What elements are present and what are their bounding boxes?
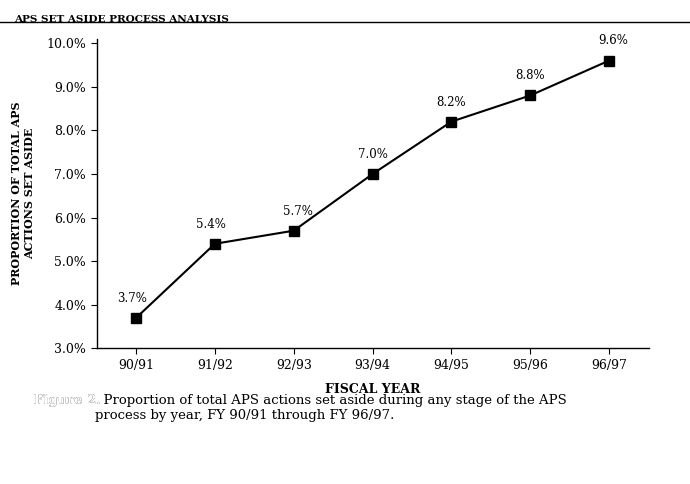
Text: Figure 2.: Figure 2.: [34, 394, 101, 408]
Text: Proportion of total APS actions set aside during any stage of the APS
process by: Proportion of total APS actions set asid…: [95, 394, 567, 423]
Y-axis label: PROPORTION OF TOTAL APS
ACTIONS SET ASIDE: PROPORTION OF TOTAL APS ACTIONS SET ASID…: [12, 102, 35, 286]
Text: 5.7%: 5.7%: [283, 205, 313, 218]
Text: 7.0%: 7.0%: [357, 148, 388, 161]
Text: 8.2%: 8.2%: [437, 95, 466, 108]
Text: Figure 2.: Figure 2.: [34, 394, 101, 408]
Text: 9.6%: 9.6%: [598, 34, 628, 47]
X-axis label: FISCAL YEAR: FISCAL YEAR: [325, 383, 420, 396]
Text: APS SET ASIDE PROCESS ANALYSIS: APS SET ASIDE PROCESS ANALYSIS: [14, 15, 228, 24]
Text: 5.4%: 5.4%: [196, 218, 226, 231]
Text: 8.8%: 8.8%: [515, 69, 545, 82]
Text: 3.7%: 3.7%: [117, 292, 147, 305]
